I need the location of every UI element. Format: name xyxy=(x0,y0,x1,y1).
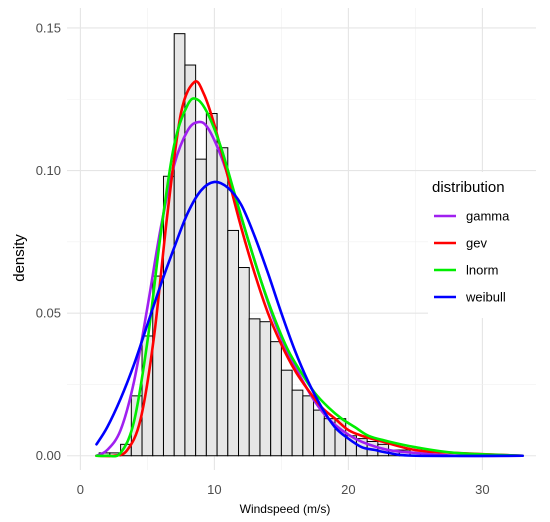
y-tick-label: 0.00 xyxy=(36,448,61,463)
y-tick-label: 0.05 xyxy=(36,306,61,321)
x-tick-label: 30 xyxy=(475,482,489,497)
legend-label-gev: gev xyxy=(466,236,487,251)
y-axis-title: density xyxy=(11,234,28,282)
histogram-bar xyxy=(205,113,218,457)
legend-background xyxy=(428,172,544,318)
density-lines xyxy=(95,80,524,458)
x-axis-title: Windspeed (m/s) xyxy=(240,502,331,516)
histogram-bar xyxy=(227,229,240,457)
histogram-bar xyxy=(313,409,325,457)
histogram-bar xyxy=(259,321,272,457)
y-tick-label: 0.15 xyxy=(36,20,61,35)
grid-lines xyxy=(67,8,536,470)
histogram-bar xyxy=(248,318,261,457)
histogram-bar xyxy=(216,147,229,457)
density-line-weibull xyxy=(95,180,524,458)
histogram-bar xyxy=(291,389,304,457)
legend-label-lnorm: lnorm xyxy=(466,263,499,278)
x-tick-label: 10 xyxy=(207,482,221,497)
legend-label-weibull: weibull xyxy=(465,290,506,305)
histogram-bar xyxy=(238,267,250,457)
legend: distribution gamma gev lnorm weibull xyxy=(428,172,544,318)
x-tick-label: 0 xyxy=(77,482,84,497)
histogram-bar xyxy=(162,175,175,457)
density-line-gev xyxy=(95,80,524,458)
histogram-bar xyxy=(280,369,293,457)
axis-tick-labels: 0 10 20 30 0.00 0.05 0.10 0.15 xyxy=(36,20,490,497)
histogram-bar xyxy=(195,158,207,457)
legend-items: gamma gev lnorm weibull xyxy=(434,209,510,305)
legend-label-gamma: gamma xyxy=(466,209,510,224)
density-line-lnorm xyxy=(95,97,524,458)
histogram-bar xyxy=(270,341,282,457)
histogram-bar xyxy=(302,395,315,457)
legend-title: distribution xyxy=(432,179,505,196)
y-tick-label: 0.10 xyxy=(36,163,61,178)
histogram-bars xyxy=(98,33,432,457)
x-tick-label: 20 xyxy=(341,482,355,497)
